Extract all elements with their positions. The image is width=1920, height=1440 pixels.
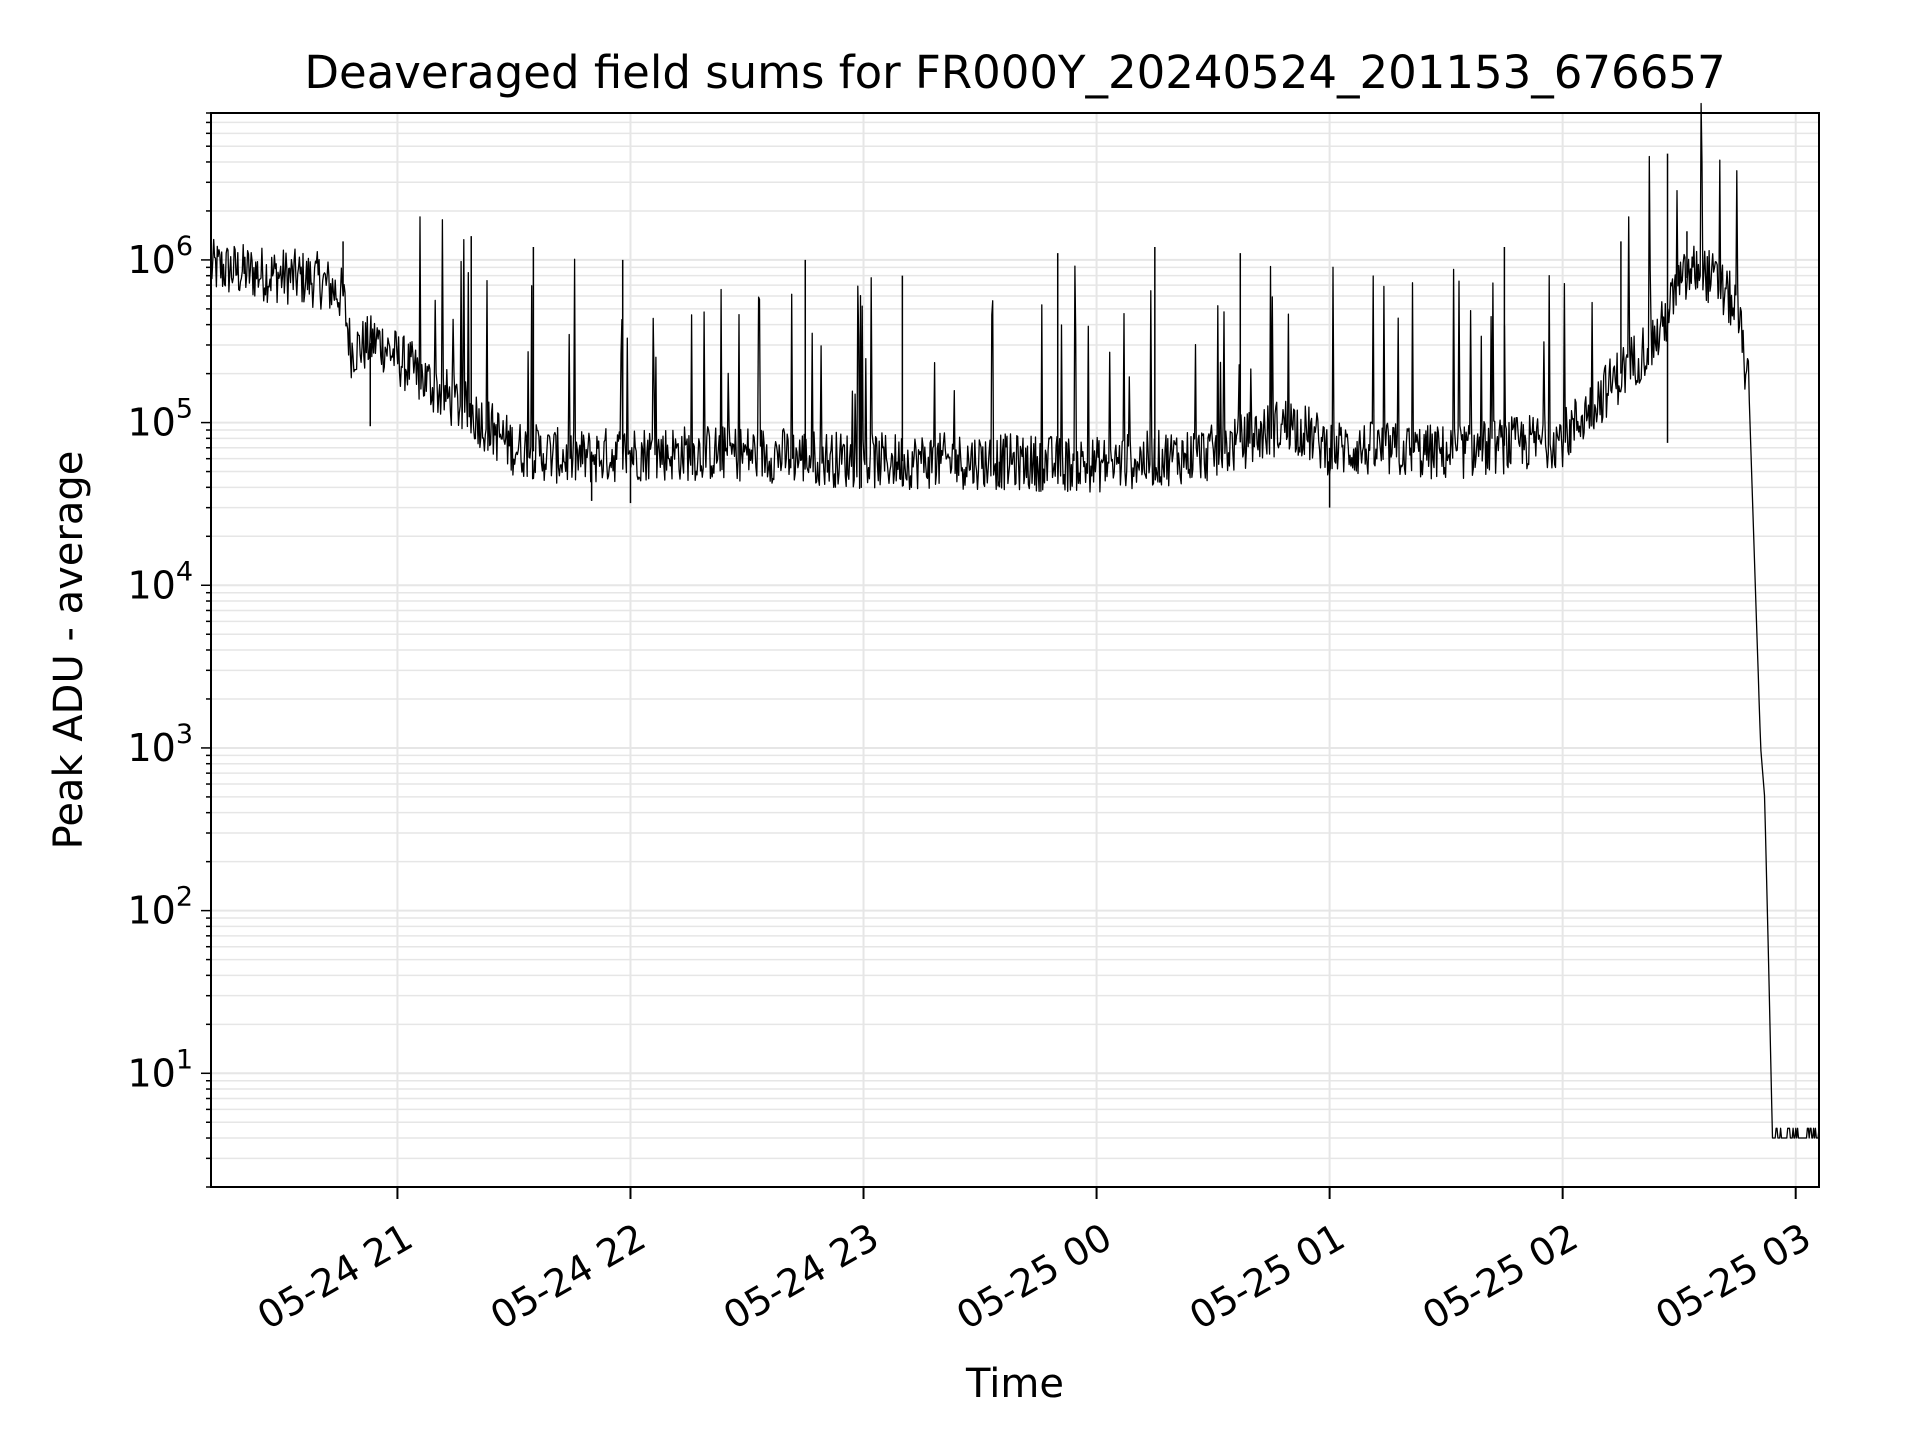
- y-tick-label: 104: [127, 556, 193, 607]
- series: [210, 102, 1820, 1139]
- y-tick-label: 101: [127, 1044, 193, 1095]
- data-line: [210, 102, 1820, 1139]
- y-tick-label: 103: [127, 719, 193, 770]
- chart-title: Deaveraged field sums for FR000Y_2024052…: [304, 46, 1725, 99]
- y-axis: 101 102 103 104 105 106: [127, 112, 211, 1188]
- y-tick-label: 105: [127, 394, 193, 445]
- y-tick-label: 102: [127, 882, 193, 933]
- y-tick-label: 106: [127, 231, 193, 282]
- x-axis-label: Time: [965, 1361, 1064, 1407]
- y-axis-label: Peak ADU - average: [46, 451, 92, 850]
